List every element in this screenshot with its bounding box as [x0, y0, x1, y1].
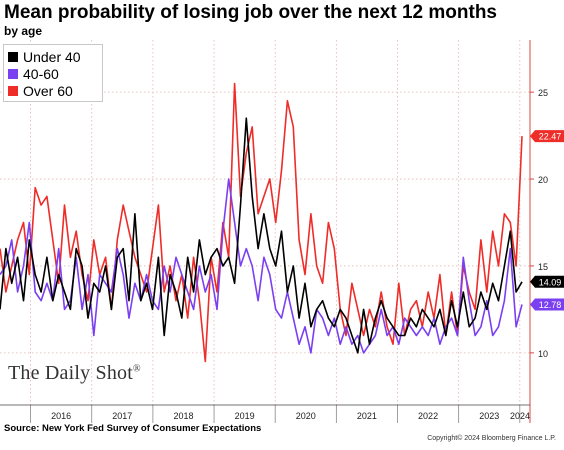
last-value-labels: 14.09 12.78 22.47 — [530, 130, 564, 311]
axes — [0, 40, 534, 423]
chart-subtitle: by age — [4, 24, 43, 38]
last-value-label: 14.09 — [539, 277, 562, 287]
last-value-tag: 22.47 — [530, 130, 564, 143]
legend-item-40-60: 40-60 — [8, 65, 98, 82]
last-value-label: 22.47 — [539, 132, 562, 142]
series-lines — [0, 82, 523, 363]
x-tick-labels: 2016 2017 2018 2019 2020 2021 2022 2023 2024 — [51, 411, 530, 421]
legend-label: Over 60 — [23, 82, 73, 99]
brand-name: The Daily Shot — [8, 362, 134, 384]
y-tick-labels: 10 15 20 25 — [538, 88, 548, 359]
legend: Under 40 40-60 Over 60 — [3, 44, 103, 102]
x-tick-label: 2020 — [296, 411, 316, 421]
last-value-tag-bg — [530, 275, 564, 288]
series-line-under-40 — [0, 117, 523, 354]
x-tick-label: 2023 — [479, 411, 499, 421]
y-tick-label: 20 — [538, 175, 548, 185]
legend-swatch — [8, 51, 18, 62]
x-tick-label: 2021 — [357, 411, 377, 421]
last-value-tag: 14.09 — [530, 275, 564, 288]
last-value-label: 12.78 — [539, 300, 562, 310]
y-tick-label: 25 — [538, 88, 548, 98]
chart-title: Mean probability of losing job over the … — [4, 2, 497, 23]
x-tick-label: 2024 — [510, 411, 530, 421]
series-line-over-60 — [0, 82, 523, 363]
last-value-tag-bg — [530, 298, 564, 311]
brand-registered-mark: ® — [133, 363, 141, 375]
legend-label: Under 40 — [23, 48, 81, 65]
copyright-note: Copyright© 2024 Bloomberg Finance L.P. — [427, 435, 556, 442]
legend-item-under-40: Under 40 — [8, 48, 98, 65]
legend-swatch — [8, 68, 18, 79]
y-tick-label: 15 — [538, 262, 548, 272]
last-value-tag-bg — [530, 130, 564, 143]
x-tick-label: 2017 — [112, 411, 132, 421]
x-tick-label: 2022 — [418, 411, 438, 421]
x-tick-label: 2016 — [51, 411, 71, 421]
x-tick-label: 2019 — [235, 411, 255, 421]
source-note: Source: New York Fed Survey of Consumer … — [4, 423, 262, 434]
last-value-tag: 12.78 — [530, 298, 564, 311]
x-tick-label: 2018 — [173, 411, 193, 421]
legend-label: 40-60 — [23, 65, 59, 82]
legend-item-over-60: Over 60 — [8, 82, 98, 99]
y-tick-label: 10 — [538, 349, 548, 359]
legend-swatch — [8, 85, 18, 96]
brand-logo: The Daily Shot® — [8, 362, 141, 385]
